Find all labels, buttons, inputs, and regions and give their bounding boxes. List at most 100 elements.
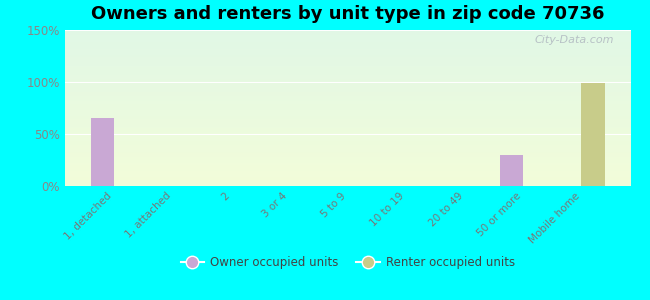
Bar [65,165,630,166]
Bar [65,155,630,156]
Bar [65,133,630,134]
Bar [65,116,630,117]
Bar [65,183,630,184]
Bar [65,39,630,40]
Bar [65,118,630,119]
Bar [65,168,630,169]
Bar [65,176,630,177]
Bar [65,108,630,109]
Bar [65,144,630,145]
Bar [65,113,630,114]
Bar [65,102,630,103]
Bar [65,178,630,179]
Bar [65,58,630,59]
Bar [65,164,630,165]
Bar [65,169,630,170]
Bar [65,98,630,99]
Bar [65,73,630,74]
Bar [65,161,630,162]
Bar [65,158,630,159]
Bar [65,148,630,149]
Bar [65,85,630,86]
Bar [65,166,630,167]
Bar [65,43,630,44]
Bar [65,126,630,127]
Bar [65,123,630,124]
Bar [65,175,630,176]
Bar [65,137,630,138]
Bar [65,125,630,126]
Bar [65,170,630,171]
Bar [65,131,630,132]
Bar [65,141,630,142]
Bar [65,31,630,32]
Bar [65,37,630,38]
Bar [65,127,630,128]
Bar [500,155,523,186]
Bar [65,67,630,68]
Bar [65,72,630,73]
Bar [65,47,630,48]
Bar [65,78,630,79]
Bar [65,84,630,85]
Bar [65,124,630,125]
Bar [65,36,630,37]
Bar [65,97,630,98]
Bar [65,150,630,151]
Bar [65,89,630,90]
Bar [65,77,630,78]
Bar [65,147,630,148]
Bar [65,55,630,56]
Bar [65,120,630,121]
Bar [65,71,630,72]
Bar [65,93,630,94]
Bar [65,162,630,163]
Bar [65,44,630,45]
Bar [65,182,630,183]
Bar [65,149,630,150]
Bar [65,119,630,120]
Bar [65,184,630,185]
Bar [91,118,114,186]
Bar [65,85,630,86]
Bar [65,105,630,106]
Bar [65,32,630,33]
Bar [65,103,630,104]
Bar [65,152,630,153]
Bar [582,83,604,186]
Bar [65,63,630,64]
Bar [65,53,630,54]
Bar [65,121,630,122]
Bar [65,65,630,66]
Bar [65,172,630,173]
Bar [65,74,630,75]
Bar [65,142,630,143]
Bar [65,52,630,53]
Bar [65,132,630,133]
Bar [65,42,630,43]
Bar [65,61,630,62]
Bar [65,160,630,161]
Bar [65,151,630,152]
Bar [65,138,630,139]
Bar [65,112,630,113]
Bar [65,83,630,84]
Bar [65,62,630,63]
Bar [65,70,630,71]
Bar [65,154,630,155]
Legend: Owner occupied units, Renter occupied units: Owner occupied units, Renter occupied un… [176,251,519,274]
Bar [65,130,630,131]
Bar [65,145,630,146]
Bar [65,140,630,141]
Bar [65,80,630,81]
Bar [65,35,630,36]
Bar [65,167,630,168]
Bar [65,115,630,116]
Bar [65,99,630,100]
Bar [65,30,630,31]
Bar [65,66,630,67]
Bar [65,95,630,96]
Bar [65,81,630,82]
Bar [65,68,630,69]
Bar [65,40,630,41]
